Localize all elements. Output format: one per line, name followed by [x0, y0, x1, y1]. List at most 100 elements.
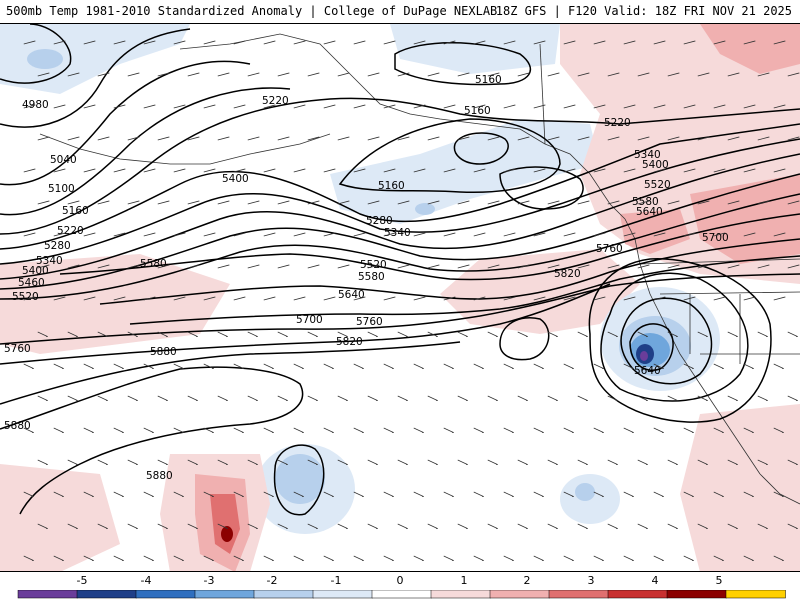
wind-barb — [203, 491, 214, 497]
wind-barb — [517, 459, 528, 465]
wind-barb — [517, 331, 528, 337]
wind-barb — [83, 296, 96, 301]
wind-barbs — [23, 40, 800, 561]
wind-barb — [653, 427, 664, 433]
wind-barb — [247, 200, 260, 205]
wind-barb — [97, 264, 110, 269]
wind-barb — [457, 264, 470, 269]
wind-barb — [413, 104, 426, 109]
wind-barb — [203, 296, 216, 301]
wind-barb — [427, 200, 440, 205]
wind-barb — [743, 555, 754, 561]
wind-barb — [263, 104, 276, 109]
wind-barb — [187, 459, 198, 465]
wind-barb — [203, 555, 214, 561]
contour-5880-south — [0, 366, 304, 515]
wind-barb — [773, 491, 784, 497]
anomaly-warm-west — [0, 254, 230, 354]
wind-barb — [113, 232, 126, 237]
wind-barb — [157, 200, 170, 205]
wind-barb — [143, 491, 154, 497]
wind-barb — [37, 264, 50, 269]
wind-barb — [697, 72, 710, 77]
wind-barb — [743, 296, 756, 301]
contour-label: 5100 — [48, 183, 75, 195]
wind-barb — [427, 72, 440, 77]
wind-barb — [683, 296, 696, 301]
wind-barb — [757, 264, 770, 269]
anomaly-colorbar: -5 -4 -3 -2 -1 0 1 2 3 4 5 — [0, 572, 800, 600]
wind-barb — [427, 331, 438, 337]
wind-barb — [353, 40, 366, 45]
wind-barb — [697, 136, 710, 141]
colorbar-swatch — [548, 590, 609, 599]
wind-barb — [67, 72, 80, 77]
wind-barb — [697, 200, 710, 205]
wind-barb — [337, 136, 350, 141]
contour-alaska-low — [453, 132, 509, 165]
wind-barb — [743, 232, 756, 237]
anomaly-warm-se — [680, 404, 800, 571]
wind-barb — [397, 395, 408, 401]
wind-barb — [157, 136, 170, 141]
wind-barb — [773, 104, 786, 109]
contour-label: 5820 — [554, 268, 581, 280]
contour-label: 5880 — [146, 470, 173, 482]
wind-barb — [37, 395, 48, 401]
wind-barb — [383, 104, 396, 109]
wind-barb — [727, 136, 740, 141]
wind-barb — [67, 395, 78, 401]
contour-label: 5460 — [18, 277, 45, 289]
colorbar-swatch — [253, 590, 314, 599]
contour-label: 5580 — [140, 258, 167, 270]
wind-barb — [473, 491, 484, 497]
wind-barb — [203, 40, 216, 45]
wind-barb — [743, 40, 756, 45]
wind-barb — [263, 427, 274, 433]
wind-barb — [473, 363, 484, 369]
wind-barb — [337, 331, 348, 337]
anomaly-cold-south-core — [275, 454, 325, 504]
wind-barb — [187, 395, 198, 401]
contour-label: 5880 — [150, 346, 177, 358]
wind-barb — [667, 331, 678, 337]
wind-barb — [67, 523, 78, 529]
anomaly-warm-ne-core — [700, 24, 800, 74]
anomaly-shading — [0, 24, 800, 571]
wind-barb — [323, 296, 336, 301]
wind-barb — [667, 459, 678, 465]
wind-barb — [53, 296, 66, 301]
wind-barb — [563, 168, 576, 173]
wind-barb — [53, 168, 66, 173]
wind-barb — [773, 555, 784, 561]
wind-barb — [67, 459, 78, 465]
wind-barb — [23, 104, 36, 109]
wind-barb — [217, 523, 228, 529]
anomaly-cold-cutoff-center — [640, 351, 648, 361]
wind-barb — [547, 200, 560, 205]
wind-barb — [563, 555, 574, 561]
wind-barb — [143, 168, 156, 173]
wind-barb — [517, 136, 530, 141]
contour-5220-w — [0, 97, 800, 235]
wind-barb — [383, 491, 394, 497]
wind-barb — [773, 296, 786, 301]
wind-barb — [443, 363, 454, 369]
contour-5880-north — [0, 341, 461, 405]
wind-barb — [637, 523, 648, 529]
contour-label: 5400 — [22, 265, 49, 277]
wind-barb — [683, 555, 694, 561]
wind-barb — [97, 523, 108, 529]
wind-barb — [383, 363, 394, 369]
wind-barb — [367, 459, 378, 465]
map-canvas: 4980 5040 5100 5160 5220 5280 5340 5400 … — [0, 24, 800, 571]
wind-barb — [443, 40, 456, 45]
anomaly-cold-gulf-core — [415, 203, 435, 215]
wind-barb — [713, 491, 724, 497]
wind-barb — [473, 232, 486, 237]
wind-barb — [653, 555, 664, 561]
wind-barb — [383, 296, 396, 301]
wind-barb — [173, 555, 184, 561]
colorbar-swatch — [194, 590, 255, 599]
wind-barb — [563, 427, 574, 433]
